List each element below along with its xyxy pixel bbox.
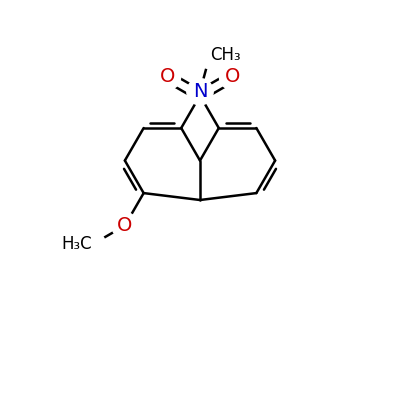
Text: CH₃: CH₃: [210, 46, 240, 64]
Circle shape: [187, 78, 213, 105]
Circle shape: [196, 42, 223, 68]
Text: O: O: [225, 67, 240, 86]
Circle shape: [79, 231, 106, 258]
Circle shape: [112, 212, 138, 239]
Circle shape: [154, 64, 181, 90]
Circle shape: [219, 64, 246, 90]
Text: H₃C: H₃C: [62, 236, 92, 254]
Text: N: N: [193, 82, 207, 101]
Text: O: O: [117, 216, 132, 235]
Text: O: O: [160, 67, 175, 86]
